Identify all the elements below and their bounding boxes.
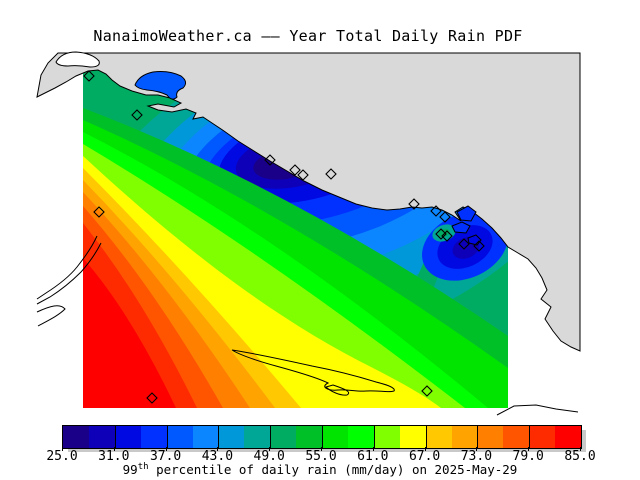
- lake-outline: [55, 51, 100, 68]
- colorbar-tick-label: 25.0: [46, 449, 78, 464]
- gulf-island-small-outline: [325, 384, 350, 396]
- colorbar-tickstub: [580, 447, 581, 451]
- west-coast-outline-2: [36, 242, 102, 305]
- colorbar-tick-label: 85.0: [564, 449, 596, 464]
- station-markers: [83, 70, 485, 404]
- colorbar-segment: [63, 426, 89, 448]
- colorbar-tick-label: 37.0: [149, 449, 182, 464]
- colorbar-segment: [192, 426, 219, 448]
- colorbar-segment: [322, 426, 348, 448]
- station-marker: [430, 205, 442, 217]
- station-marker: [146, 392, 158, 404]
- station-marker: [421, 385, 433, 397]
- colorbar-segment: [347, 426, 374, 448]
- colorbar-tick-label: 43.0: [201, 449, 234, 464]
- colorbar-segment: [244, 426, 271, 448]
- caption-rest: percentile of daily rain (mm/day) on 202…: [148, 462, 518, 477]
- colorbar-segment: [88, 426, 115, 448]
- station-marker: [264, 154, 276, 166]
- station-marker: [439, 211, 451, 223]
- colorbar-tick-label: 31.0: [98, 449, 130, 464]
- station-marker: [297, 169, 309, 181]
- station-marker: [408, 198, 420, 210]
- colorbar-segment: [555, 426, 582, 448]
- contour-band-maximum: [83, 258, 176, 408]
- caption-superscript: th: [137, 461, 149, 472]
- colorbar-tickstub: [424, 447, 426, 451]
- colorbar-segment: [270, 426, 297, 448]
- colorbar-tick-label: 73.0: [460, 449, 493, 464]
- colorbar-segment: [166, 426, 193, 448]
- west-coast-outline-3: [36, 305, 66, 327]
- colorbar-tickstub: [62, 447, 63, 451]
- station-marker: [458, 238, 470, 250]
- inlet-water: [134, 71, 187, 100]
- colorbar-tickstub: [165, 447, 167, 451]
- colorbar-tick-label: 67.0: [408, 449, 441, 464]
- colorbar-tickline: [425, 426, 427, 448]
- colorbar-tickline: [114, 426, 116, 448]
- station-marker: [289, 164, 301, 176]
- colorbar-segment: [399, 426, 426, 448]
- gulf-islands-outline: [231, 349, 395, 393]
- colorbar-segment: [296, 426, 323, 448]
- colorbar-tickline: [166, 426, 168, 448]
- caption-prefix: 99: [122, 462, 138, 477]
- station-marker: [473, 240, 485, 252]
- colorbar-segment: [373, 426, 400, 448]
- colorbar-segment: [477, 426, 504, 448]
- station-marker: [325, 168, 337, 180]
- colorbar-segment: [140, 426, 167, 448]
- colorbar-segment: [503, 426, 530, 448]
- colorbar-tick-label: 79.0: [512, 449, 544, 464]
- land-mainland: [36, 52, 581, 352]
- colorbar-tick-label: 61.0: [357, 449, 389, 464]
- colorbar-tickstub: [321, 447, 322, 451]
- colorbar-tickstub: [476, 447, 478, 451]
- south-coast-outline: [496, 404, 579, 416]
- colorbar-tickstub: [528, 447, 530, 451]
- colorbar-tick-label: 55.0: [305, 449, 337, 464]
- colorbar-tick-label: 49.0: [253, 449, 285, 464]
- colorbar: [62, 425, 582, 449]
- station-marker: [83, 70, 95, 82]
- colorbar-tickstub: [269, 447, 271, 451]
- colorbar-segment: [425, 426, 452, 448]
- colorbar-segment: [451, 426, 478, 448]
- island-outline-a: [451, 221, 471, 234]
- colorbar-tickline: [529, 426, 531, 448]
- colorbar-segment: [114, 426, 141, 448]
- headland-outline: [456, 205, 477, 222]
- colorbar-tickline: [218, 426, 220, 448]
- chart-title: NanaimoWeather.ca —— Year Total Daily Ra…: [93, 27, 523, 45]
- colorbar-tickstub: [113, 447, 115, 451]
- colorbar-tickstub: [217, 447, 219, 451]
- station-marker: [435, 228, 447, 240]
- station-marker: [93, 206, 105, 218]
- west-coast-outline-1: [36, 235, 98, 300]
- station-marker: [131, 109, 143, 121]
- colorbar-tickline: [373, 426, 375, 448]
- colorbar-segment: [529, 426, 556, 448]
- station-marker: [441, 230, 453, 242]
- colorbar-tickline: [270, 426, 272, 448]
- colorbar-tickline: [477, 426, 479, 448]
- colorbar-caption: 99th percentile of daily rain (mm/day) o…: [0, 462, 640, 477]
- colorbar-tickline: [322, 426, 323, 448]
- colorbar-tickstub: [372, 447, 374, 451]
- colorbar-segment: [218, 426, 245, 448]
